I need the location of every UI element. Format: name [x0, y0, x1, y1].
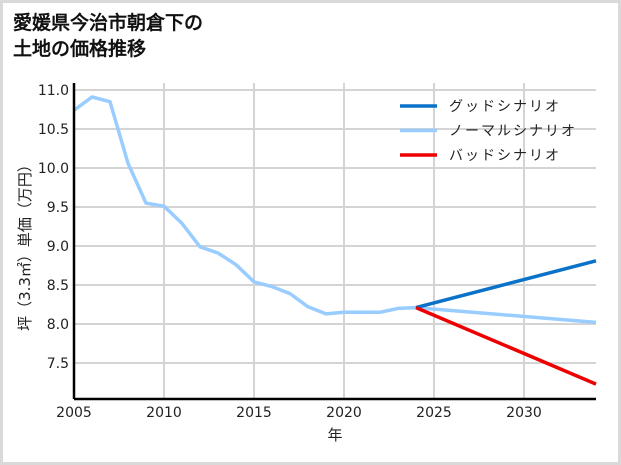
legend-label: ノーマルシナリオ: [449, 124, 577, 140]
y-tick-label: 9.0: [47, 239, 69, 255]
y-tick-label: 7.5: [47, 356, 69, 372]
y-axis-ticks: 7.5 8.0 8.5 9.0 9.5 10.0 10.5 11.0: [38, 83, 69, 372]
x-axis-ticks: 2005 2010 2015 2020 2025 2030: [56, 405, 542, 421]
x-tick-label: 2030: [506, 405, 542, 421]
series-lines: [72, 95, 597, 386]
series-line: [415, 305, 597, 386]
legend-label: グッドシナリオ: [449, 99, 561, 115]
grid-lines: [74, 83, 596, 399]
legend-label: バッドシナリオ: [449, 148, 561, 164]
y-tick-label: 11.0: [38, 83, 69, 99]
y-tick-label: 10.0: [38, 161, 69, 177]
x-axis-label: 年: [327, 426, 342, 444]
x-tick-label: 2020: [326, 405, 362, 421]
chart-title: 愛媛県今治市朝倉下の 土地の価格推移: [13, 12, 204, 60]
series-line: [415, 259, 597, 310]
x-tick-label: 2015: [236, 405, 272, 421]
series-line: [72, 95, 597, 325]
y-axis-label: 坪（3.3㎡）単価（万円）: [16, 157, 34, 331]
y-tick-label: 9.5: [47, 200, 69, 216]
x-tick-label: 2010: [146, 405, 182, 421]
y-tick-label: 8.0: [47, 317, 69, 333]
axes: [72, 83, 596, 401]
y-tick-label: 10.5: [38, 122, 69, 138]
x-tick-label: 2005: [56, 405, 92, 421]
y-tick-label: 8.5: [47, 278, 69, 294]
x-tick-label: 2025: [416, 405, 452, 421]
